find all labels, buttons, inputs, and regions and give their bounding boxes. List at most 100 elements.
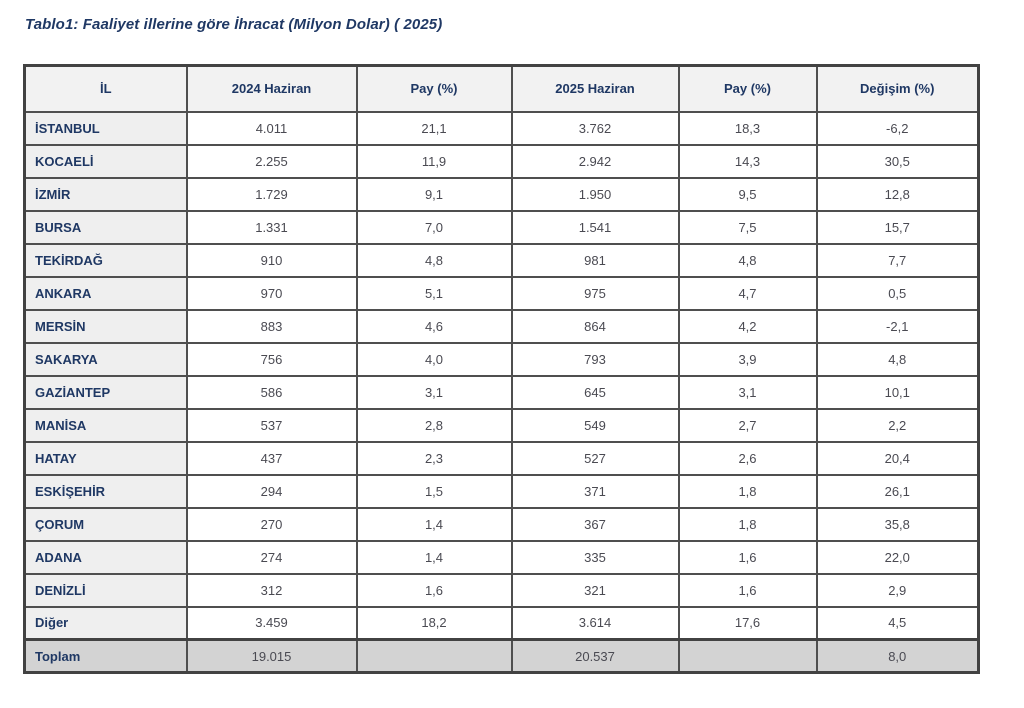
value-cell: 18,3: [677, 110, 818, 146]
value-cell: 2.942: [510, 143, 680, 179]
province-label: İSTANBUL: [23, 110, 188, 146]
value-cell: 9,1: [355, 176, 513, 212]
value-cell: 2,7: [677, 407, 818, 443]
province-label: HATAY: [23, 440, 188, 476]
province-label: BURSA: [23, 209, 188, 245]
value-cell: 8,0: [815, 638, 980, 674]
value-cell: -6,2: [815, 110, 980, 146]
value-cell: 2.255: [185, 143, 358, 179]
value-cell: 312: [185, 572, 358, 608]
value-cell: 21,1: [355, 110, 513, 146]
value-cell: 4.011: [185, 110, 358, 146]
province-label: İZMİR: [23, 176, 188, 212]
province-label: ADANA: [23, 539, 188, 575]
province-label: Diğer: [23, 605, 188, 641]
table-row: HATAY 437 2,3 527 2,6 20,4: [23, 440, 980, 476]
value-cell: 0,5: [815, 275, 980, 311]
value-cell: 970: [185, 275, 358, 311]
value-cell: 1,6: [677, 572, 818, 608]
province-label: ESKİŞEHİR: [23, 473, 188, 509]
value-cell: 2,9: [815, 572, 980, 608]
table-row: BURSA 1.331 7,0 1.541 7,5 15,7: [23, 209, 980, 245]
province-label: MERSİN: [23, 308, 188, 344]
export-by-province-table: İL 2024 Haziran Pay (%) 2025 Haziran Pay…: [23, 64, 980, 674]
province-label: MANİSA: [23, 407, 188, 443]
table-title: Tablo1: Faaliyet illerine göre İhracat (…: [25, 16, 443, 33]
value-cell: 7,7: [815, 242, 980, 278]
value-cell: 371: [510, 473, 680, 509]
table-header: İL 2024 Haziran Pay (%) 2025 Haziran Pay…: [23, 64, 980, 113]
value-cell: 367: [510, 506, 680, 542]
province-label: KOCAELİ: [23, 143, 188, 179]
value-cell: 11,9: [355, 143, 513, 179]
table-row: MERSİN 883 4,6 864 4,2 -2,1: [23, 308, 980, 344]
province-label: Toplam: [23, 638, 188, 674]
value-cell: 3,1: [355, 374, 513, 410]
value-cell: 3,9: [677, 341, 818, 377]
value-cell: -2,1: [815, 308, 980, 344]
value-cell: 3.614: [510, 605, 680, 641]
province-label: DENİZLİ: [23, 572, 188, 608]
value-cell: 294: [185, 473, 358, 509]
value-cell: 1,5: [355, 473, 513, 509]
header-row: İL 2024 Haziran Pay (%) 2025 Haziran Pay…: [23, 64, 980, 113]
table-row: ESKİŞEHİR 294 1,5 371 1,8 26,1: [23, 473, 980, 509]
value-cell: 12,8: [815, 176, 980, 212]
value-cell: [355, 638, 513, 674]
col-header-2024-haziran: 2024 Haziran: [185, 64, 358, 113]
value-cell: 2,6: [677, 440, 818, 476]
value-cell: 335: [510, 539, 680, 575]
value-cell: 537: [185, 407, 358, 443]
value-cell: 4,8: [815, 341, 980, 377]
table-row: GAZİANTEP 586 3,1 645 3,1 10,1: [23, 374, 980, 410]
value-cell: 4,0: [355, 341, 513, 377]
value-cell: 1.729: [185, 176, 358, 212]
table-row: TEKİRDAĞ 910 4,8 981 4,8 7,7: [23, 242, 980, 278]
value-cell: 981: [510, 242, 680, 278]
value-cell: 30,5: [815, 143, 980, 179]
value-cell: 527: [510, 440, 680, 476]
col-header-pay-2024: Pay (%): [355, 64, 513, 113]
value-cell: 7,0: [355, 209, 513, 245]
value-cell: 20.537: [510, 638, 680, 674]
value-cell: 1,4: [355, 506, 513, 542]
value-cell: 3.459: [185, 605, 358, 641]
value-cell: 586: [185, 374, 358, 410]
value-cell: 35,8: [815, 506, 980, 542]
value-cell: 3.762: [510, 110, 680, 146]
value-cell: 19.015: [185, 638, 358, 674]
value-cell: 17,6: [677, 605, 818, 641]
value-cell: 2,2: [815, 407, 980, 443]
value-cell: 7,5: [677, 209, 818, 245]
value-cell: 10,1: [815, 374, 980, 410]
value-cell: 1.541: [510, 209, 680, 245]
value-cell: 3,1: [677, 374, 818, 410]
table-row: Diğer 3.459 18,2 3.614 17,6 4,5: [23, 605, 980, 641]
value-cell: 2,8: [355, 407, 513, 443]
value-cell: 1.331: [185, 209, 358, 245]
table-row: ÇORUM 270 1,4 367 1,8 35,8: [23, 506, 980, 542]
value-cell: 2,3: [355, 440, 513, 476]
value-cell: 15,7: [815, 209, 980, 245]
table-row: İSTANBUL 4.011 21,1 3.762 18,3 -6,2: [23, 110, 980, 146]
value-cell: 18,2: [355, 605, 513, 641]
value-cell: 910: [185, 242, 358, 278]
table-row: İZMİR 1.729 9,1 1.950 9,5 12,8: [23, 176, 980, 212]
value-cell: 1,6: [677, 539, 818, 575]
value-cell: 1,4: [355, 539, 513, 575]
table-row: SAKARYA 756 4,0 793 3,9 4,8: [23, 341, 980, 377]
value-cell: 26,1: [815, 473, 980, 509]
col-header-pay-2025: Pay (%): [677, 64, 818, 113]
value-cell: 4,5: [815, 605, 980, 641]
col-header-il: İL: [23, 64, 188, 113]
value-cell: 4,6: [355, 308, 513, 344]
province-label: ÇORUM: [23, 506, 188, 542]
value-cell: 20,4: [815, 440, 980, 476]
province-label: SAKARYA: [23, 341, 188, 377]
province-label: ANKARA: [23, 275, 188, 311]
table-row: MANİSA 537 2,8 549 2,7 2,2: [23, 407, 980, 443]
value-cell: 14,3: [677, 143, 818, 179]
value-cell: [677, 638, 818, 674]
value-cell: 437: [185, 440, 358, 476]
